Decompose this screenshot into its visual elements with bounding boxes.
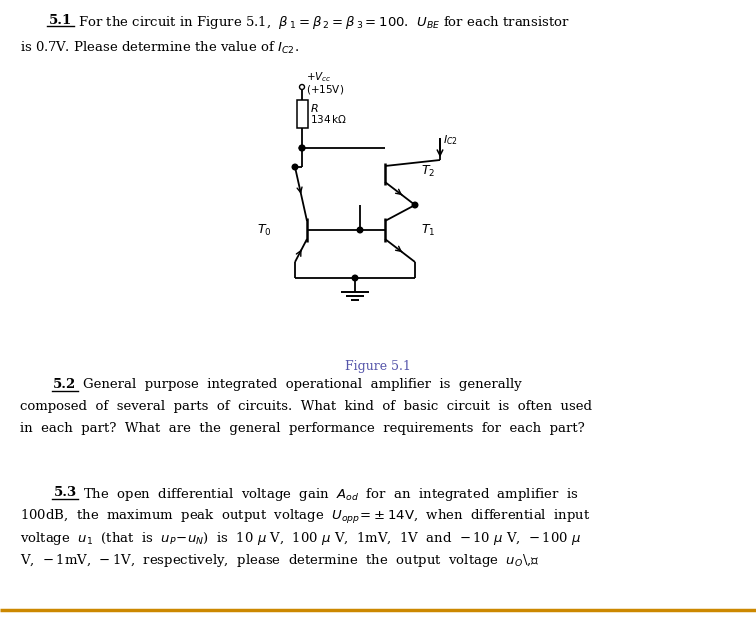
Text: For the circuit in Figure 5.1,  $\beta\,_1 = \beta\,_2 = \beta\,_3 = 100$.  $U_{: For the circuit in Figure 5.1, $\beta\,_… [78,14,570,31]
Text: composed  of  several  parts  of  circuits.  What  kind  of  basic  circuit  is : composed of several parts of circuits. W… [20,400,592,413]
Text: $R$: $R$ [310,102,319,114]
Text: voltage  $u_1$  (that  is  $u_P\!-\!u_N$)  is  10 $\mu$ V,  100 $\mu$ V,  1mV,  : voltage $u_1$ (that is $u_P\!-\!u_N$) is… [20,530,581,547]
Text: Figure 5.1: Figure 5.1 [345,360,411,373]
Text: 5.2: 5.2 [54,378,76,391]
Text: 5.1: 5.1 [48,14,72,27]
Circle shape [299,145,305,151]
Bar [297,100,308,128]
Text: $T_1$: $T_1$ [421,222,435,237]
Text: $134\,\mathrm{k}\Omega$: $134\,\mathrm{k}\Omega$ [310,113,347,125]
Text: $+V_{cc}$: $+V_{cc}$ [306,70,332,84]
Text: General  purpose  integrated  operational  amplifier  is  generally: General purpose integrated operational a… [83,378,522,391]
Circle shape [357,227,363,233]
Text: 100dB,  the  maximum  peak  output  voltage  $U_{opp}\!=\!\pm14\mathrm{V}$,  whe: 100dB, the maximum peak output voltage $… [20,508,590,526]
Circle shape [412,202,418,208]
Circle shape [299,145,305,151]
Text: $I_{C2}$: $I_{C2}$ [443,133,458,147]
Text: $T_0$: $T_0$ [257,222,271,237]
Circle shape [293,164,298,170]
Text: is 0.7V. Please determine the value of $I_{C2}$.: is 0.7V. Please determine the value of $… [20,40,299,56]
Text: $(+15\mathrm{V})$: $(+15\mathrm{V})$ [306,82,344,96]
Circle shape [352,275,358,281]
Text: $T_2$: $T_2$ [421,163,435,179]
Text: The  open  differential  voltage  gain  $A_{od}$  for  an  integrated  amplifier: The open differential voltage gain $A_{o… [83,486,578,503]
Text: 5.3: 5.3 [54,486,76,499]
Text: V,  $-\,$1mV,  $-\,$1V,  respectively,  please  determine  the  output  voltage : V, $-\,$1mV, $-\,$1V, respectively, plea… [20,552,540,569]
Text: in  each  part?  What  are  the  general  performance  requirements  for  each  : in each part? What are the general perfo… [20,422,584,435]
